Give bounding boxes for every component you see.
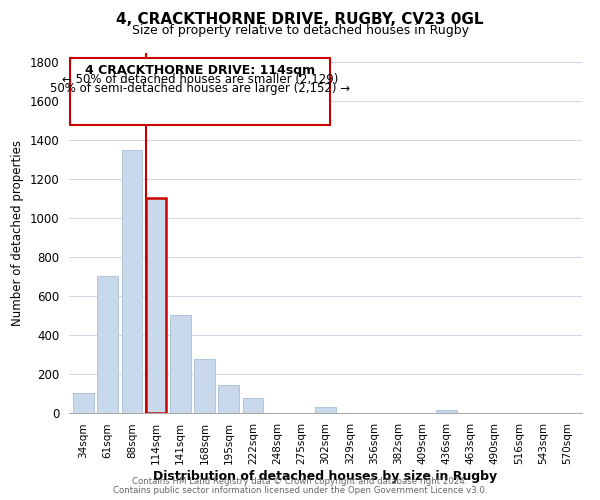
Bar <box>218 386 239 412</box>
Text: Contains public sector information licensed under the Open Government Licence v3: Contains public sector information licen… <box>113 486 487 495</box>
Text: 4 CRACKTHORNE DRIVE: 114sqm: 4 CRACKTHORNE DRIVE: 114sqm <box>85 64 316 77</box>
Bar <box>194 359 215 412</box>
Bar <box>122 150 142 412</box>
FancyBboxPatch shape <box>70 58 331 124</box>
Text: 4, CRACKTHORNE DRIVE, RUGBY, CV23 0GL: 4, CRACKTHORNE DRIVE, RUGBY, CV23 0GL <box>116 12 484 28</box>
X-axis label: Distribution of detached houses by size in Rugby: Distribution of detached houses by size … <box>154 470 497 483</box>
Y-axis label: Number of detached properties: Number of detached properties <box>11 140 24 326</box>
Text: Contains HM Land Registry data © Crown copyright and database right 2024.: Contains HM Land Registry data © Crown c… <box>132 477 468 486</box>
Bar <box>315 406 336 412</box>
Bar <box>436 410 457 412</box>
Bar <box>97 276 118 412</box>
Bar <box>170 315 191 412</box>
Bar <box>146 198 166 412</box>
Text: Size of property relative to detached houses in Rugby: Size of property relative to detached ho… <box>131 24 469 37</box>
Bar <box>242 398 263 412</box>
Text: ← 50% of detached houses are smaller (2,129): ← 50% of detached houses are smaller (2,… <box>62 73 338 86</box>
Bar <box>73 393 94 412</box>
Text: 50% of semi-detached houses are larger (2,152) →: 50% of semi-detached houses are larger (… <box>50 82 350 94</box>
